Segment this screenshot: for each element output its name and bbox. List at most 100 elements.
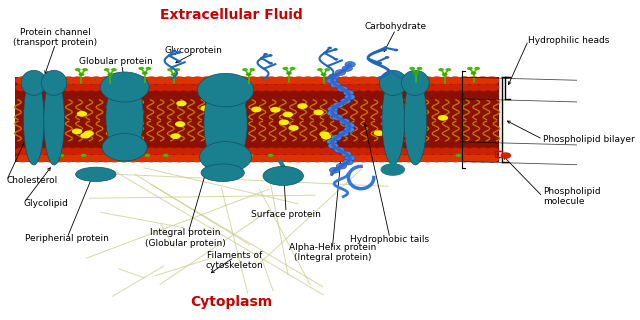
Circle shape bbox=[209, 76, 223, 84]
Circle shape bbox=[263, 53, 268, 55]
Circle shape bbox=[476, 154, 490, 163]
Circle shape bbox=[126, 148, 140, 155]
Circle shape bbox=[163, 84, 177, 91]
Circle shape bbox=[339, 118, 349, 124]
Circle shape bbox=[366, 84, 380, 91]
Circle shape bbox=[345, 155, 355, 161]
Circle shape bbox=[209, 154, 223, 163]
Circle shape bbox=[356, 154, 371, 163]
Circle shape bbox=[466, 76, 481, 84]
Circle shape bbox=[365, 76, 380, 84]
Text: Phospholipid
molecule: Phospholipid molecule bbox=[543, 187, 600, 206]
Circle shape bbox=[70, 148, 84, 155]
Circle shape bbox=[126, 84, 140, 91]
Ellipse shape bbox=[102, 133, 147, 161]
Circle shape bbox=[320, 84, 333, 91]
Circle shape bbox=[209, 84, 223, 91]
Circle shape bbox=[449, 148, 463, 155]
Circle shape bbox=[417, 67, 422, 70]
Circle shape bbox=[442, 73, 447, 76]
Circle shape bbox=[403, 148, 417, 155]
Circle shape bbox=[98, 76, 113, 84]
Circle shape bbox=[374, 154, 389, 163]
Text: Cholesterol: Cholesterol bbox=[6, 176, 58, 185]
Circle shape bbox=[456, 154, 461, 157]
Circle shape bbox=[374, 130, 384, 136]
Circle shape bbox=[341, 151, 351, 157]
Circle shape bbox=[79, 76, 95, 84]
Circle shape bbox=[470, 72, 476, 75]
Circle shape bbox=[457, 76, 472, 84]
Circle shape bbox=[345, 94, 355, 100]
Ellipse shape bbox=[21, 70, 47, 95]
Circle shape bbox=[43, 84, 56, 91]
Circle shape bbox=[467, 67, 473, 70]
Circle shape bbox=[264, 154, 278, 163]
Circle shape bbox=[250, 68, 255, 71]
Circle shape bbox=[242, 68, 248, 71]
Circle shape bbox=[342, 66, 353, 71]
Circle shape bbox=[297, 103, 308, 109]
Circle shape bbox=[356, 84, 370, 91]
Circle shape bbox=[310, 154, 324, 163]
Circle shape bbox=[283, 84, 296, 91]
Ellipse shape bbox=[401, 70, 429, 95]
Ellipse shape bbox=[380, 70, 407, 95]
Circle shape bbox=[227, 76, 242, 84]
Circle shape bbox=[145, 67, 152, 70]
Text: Hydrophobic tails: Hydrophobic tails bbox=[350, 235, 429, 244]
Circle shape bbox=[328, 143, 339, 149]
Circle shape bbox=[403, 84, 417, 91]
Circle shape bbox=[326, 78, 337, 84]
Circle shape bbox=[190, 154, 205, 163]
Circle shape bbox=[328, 106, 338, 112]
Circle shape bbox=[343, 159, 353, 165]
Text: Glycolipid: Glycolipid bbox=[24, 198, 68, 207]
Circle shape bbox=[402, 154, 417, 163]
Circle shape bbox=[410, 67, 415, 70]
Circle shape bbox=[405, 116, 415, 122]
Ellipse shape bbox=[42, 70, 67, 95]
Circle shape bbox=[310, 148, 324, 155]
Circle shape bbox=[333, 102, 344, 108]
Circle shape bbox=[348, 148, 361, 155]
Circle shape bbox=[431, 148, 444, 155]
Circle shape bbox=[420, 154, 435, 163]
Circle shape bbox=[412, 148, 426, 155]
Circle shape bbox=[80, 84, 93, 91]
Circle shape bbox=[172, 148, 186, 155]
Circle shape bbox=[33, 154, 49, 163]
Circle shape bbox=[82, 68, 88, 71]
Ellipse shape bbox=[382, 76, 404, 165]
Circle shape bbox=[375, 84, 388, 91]
Circle shape bbox=[385, 148, 398, 155]
Circle shape bbox=[486, 84, 499, 91]
Circle shape bbox=[33, 84, 47, 91]
Circle shape bbox=[171, 73, 177, 76]
Circle shape bbox=[346, 76, 362, 84]
Circle shape bbox=[163, 154, 169, 157]
Circle shape bbox=[330, 167, 340, 173]
Circle shape bbox=[218, 148, 232, 155]
Circle shape bbox=[246, 73, 252, 76]
Circle shape bbox=[172, 84, 186, 91]
Circle shape bbox=[420, 76, 435, 84]
Circle shape bbox=[292, 84, 305, 91]
Circle shape bbox=[402, 76, 417, 84]
Circle shape bbox=[252, 107, 262, 112]
Circle shape bbox=[333, 48, 338, 51]
Circle shape bbox=[104, 68, 109, 71]
Circle shape bbox=[135, 154, 150, 163]
Circle shape bbox=[144, 76, 159, 84]
Text: Glycoprotein: Glycoprotein bbox=[165, 45, 223, 55]
Circle shape bbox=[107, 76, 122, 84]
Ellipse shape bbox=[106, 74, 143, 160]
Circle shape bbox=[180, 76, 196, 84]
Circle shape bbox=[52, 84, 65, 91]
Circle shape bbox=[274, 148, 287, 155]
Circle shape bbox=[145, 148, 158, 155]
Circle shape bbox=[334, 147, 344, 153]
Circle shape bbox=[172, 154, 186, 163]
Circle shape bbox=[80, 133, 91, 139]
Circle shape bbox=[310, 76, 324, 84]
